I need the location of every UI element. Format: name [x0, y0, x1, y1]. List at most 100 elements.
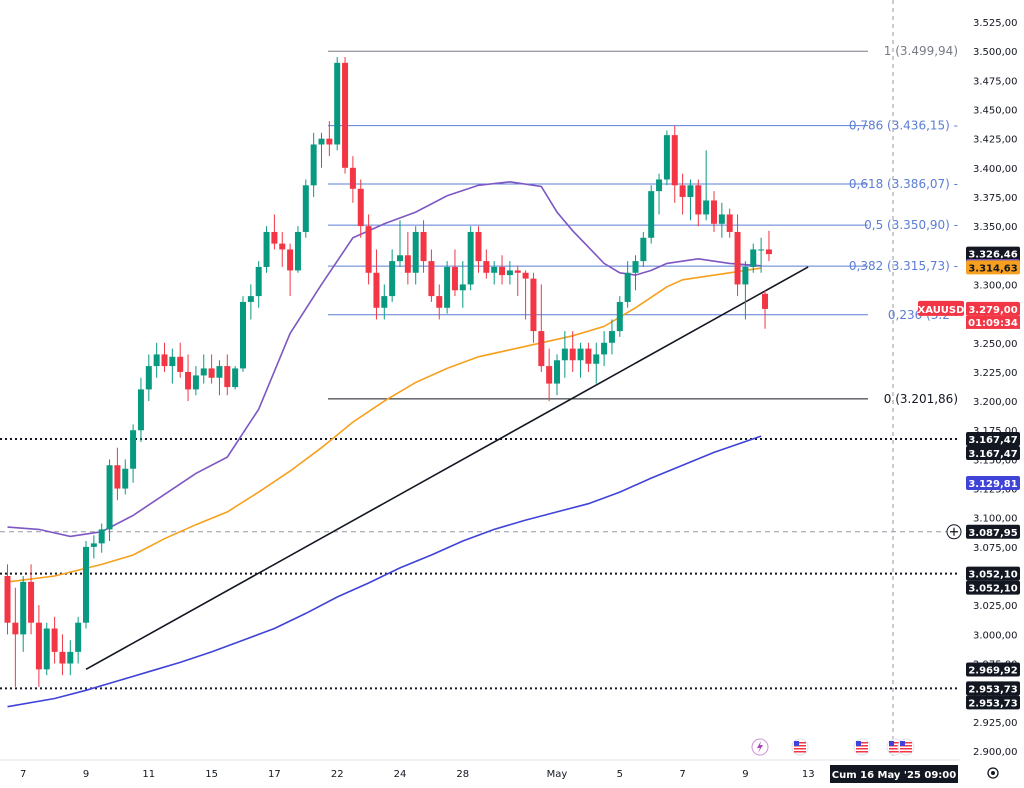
- candle: [98, 523, 105, 553]
- flag-canton: [856, 741, 861, 746]
- candle: [153, 342, 160, 378]
- price-badge-bg: [966, 695, 1020, 710]
- candle: [389, 249, 396, 302]
- candle-body: [35, 622, 42, 670]
- flag-stripe: [889, 742, 901, 744]
- candle: [687, 179, 694, 221]
- candle-body: [499, 266, 506, 276]
- time-tick-label: 15: [205, 769, 218, 780]
- price-tick-label: 3.425,00: [973, 135, 1018, 146]
- candle: [130, 424, 137, 483]
- trendline[interactable]: [85, 266, 809, 671]
- candle: [122, 459, 129, 495]
- price-tick-label: 3.450,00: [973, 105, 1018, 116]
- candle: [679, 173, 686, 215]
- candle-body: [663, 135, 670, 180]
- price-badge: 3.087,95: [966, 524, 1020, 539]
- price-badge-text: 3.314,63: [968, 263, 1017, 274]
- candle-body: [12, 622, 19, 635]
- price-badge-bg: [966, 475, 1020, 490]
- candle: [762, 290, 769, 329]
- candle-body: [616, 301, 623, 332]
- candle-body: [373, 272, 380, 308]
- candle-body: [397, 255, 403, 262]
- candle-body: [381, 296, 388, 308]
- candle: [373, 249, 380, 320]
- candle: [279, 231, 286, 267]
- fibonacci-retracement[interactable]: 1 (3.499,94) 0,786 (3.436,15) - 0,618 (3.3…: [328, 44, 958, 406]
- event-icons[interactable]: [751, 738, 915, 756]
- candle: [695, 179, 702, 227]
- time-axis[interactable]: 7 9 11 15 17 22 24 28 May 5 7 9 13 Cum 16 May '25 09:…: [0, 759, 999, 783]
- time-tick-label: 9: [83, 769, 89, 780]
- economic-event-4[interactable]: [897, 738, 915, 756]
- price-badge-bg: [966, 260, 1020, 275]
- candle-body: [632, 261, 639, 273]
- earnings-event[interactable]: [751, 738, 769, 756]
- candle-body: [593, 354, 600, 364]
- candle-body: [185, 371, 192, 390]
- economic-event-1[interactable]: [791, 738, 809, 756]
- candle: [718, 202, 725, 238]
- candle-body: [161, 354, 168, 367]
- fib-level-label: 0 (3.201,86): [884, 392, 958, 406]
- price-badge-bg: [966, 301, 1020, 316]
- price-tick-label: 3.100,00: [973, 514, 1018, 525]
- candle-body: [608, 331, 615, 343]
- candle-body: [90, 543, 97, 547]
- candle: [255, 261, 262, 308]
- candle: [271, 214, 278, 250]
- candle: [726, 208, 733, 238]
- candle-body: [287, 249, 294, 271]
- candle: [43, 622, 50, 676]
- flag-stripe: [794, 742, 806, 744]
- ascending-trendline[interactable]: [85, 266, 809, 671]
- candle: [475, 226, 482, 273]
- price-badge-bg: [966, 524, 1020, 539]
- candle-body: [530, 278, 537, 332]
- candle-body: [192, 375, 199, 390]
- candle: [750, 243, 757, 273]
- price-tick-label: 2.925,00: [973, 718, 1018, 729]
- price-axis[interactable]: 3.525,00 3.500,00 3.475,00 3.450,00 3.425,00…: [973, 18, 1018, 758]
- price-tick-label: 3.125,00: [973, 485, 1018, 496]
- candle-body: [758, 249, 765, 251]
- candle-body: [412, 231, 419, 273]
- candle-body: [122, 468, 129, 489]
- flag-stripe: [794, 745, 806, 747]
- price-badge-text: 2.969,92: [968, 665, 1017, 676]
- candle-body: [208, 368, 215, 378]
- candle: [169, 348, 176, 384]
- candle: [35, 605, 42, 687]
- candle: [467, 226, 474, 291]
- time-tick-label: 9: [742, 769, 748, 780]
- candle-body: [420, 231, 427, 262]
- candle: [491, 261, 498, 285]
- gear-icon[interactable]: [987, 767, 999, 779]
- candle-body: [436, 296, 443, 308]
- candle: [601, 331, 608, 367]
- flag-stripe: [856, 751, 868, 753]
- candle: [514, 265, 521, 297]
- candle: [310, 132, 317, 197]
- time-tick-label: 11: [142, 769, 155, 780]
- price-badge-text: 3.279,00: [968, 305, 1017, 316]
- candle: [334, 56, 341, 151]
- flag-stripe: [900, 751, 912, 753]
- flag-stripe: [856, 745, 868, 747]
- candle: [177, 342, 184, 378]
- candle-body: [59, 651, 66, 664]
- flag-canton: [889, 741, 894, 746]
- candle-body: [506, 270, 513, 276]
- price-badge: 3.167,47: [966, 432, 1020, 447]
- price-badge-text: 3.087,95: [968, 528, 1017, 539]
- flag-canton: [900, 741, 905, 746]
- candle-body: [153, 354, 160, 367]
- add-alert-button[interactable]: [946, 524, 962, 540]
- economic-event-2[interactable]: [853, 738, 871, 756]
- candle: [640, 231, 647, 267]
- flag-stripe: [900, 745, 912, 747]
- candle-body: [718, 214, 725, 224]
- axis-settings-button[interactable]: [987, 767, 999, 779]
